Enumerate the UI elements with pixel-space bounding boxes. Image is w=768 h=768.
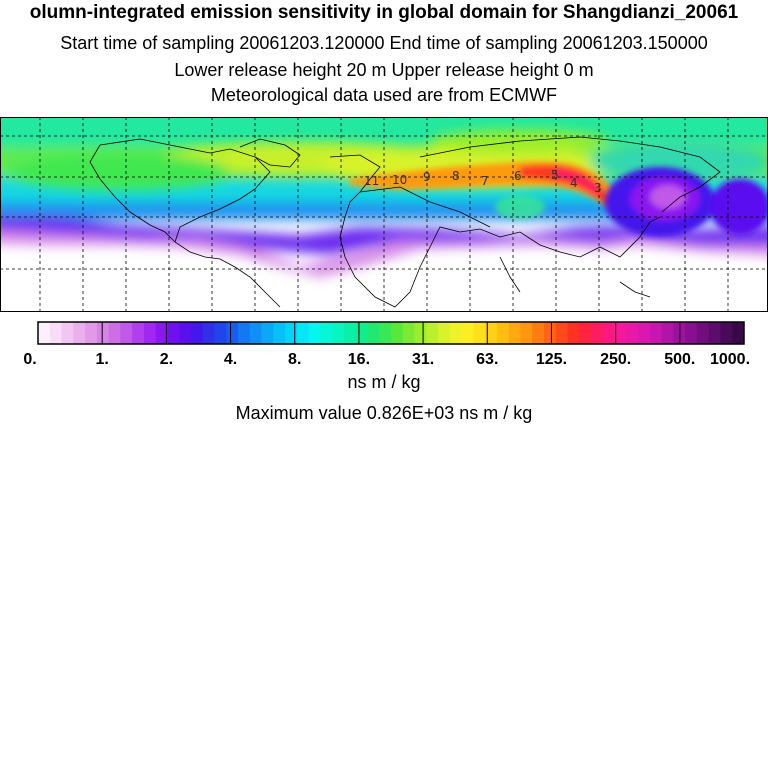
- colorbar-cell: [61, 322, 74, 344]
- track-label: 11: [364, 174, 379, 188]
- colorbar-cell: [614, 322, 627, 344]
- sensitivity-field: 11 10 9 8 7 6 5 4 3: [0, 117, 768, 312]
- coastline-overlay: [89, 136, 721, 308]
- colorbar-tick-label: 16.: [348, 351, 370, 368]
- track-label: 8: [452, 169, 460, 183]
- colorbar-cell: [179, 322, 192, 344]
- colorbar-cell: [108, 322, 121, 344]
- track-label: 3: [594, 181, 602, 195]
- colorbar-tick-label: 2.: [160, 351, 173, 368]
- colorbar-cell: [532, 322, 545, 344]
- colorbar-ticks: 0. 1. 2. 4. 8. 16. 31. 63. 125. 250. 500. 1000.: [23, 321, 750, 368]
- colorbar-cell: [461, 322, 474, 344]
- colorbar-cell: [273, 322, 286, 344]
- emission-sensitivity-map: 11 10 9 8 7 6 5 4 3: [0, 117, 768, 312]
- colorbar-cell: [402, 322, 415, 344]
- colorbar-cell: [591, 322, 604, 344]
- colorbar-cell: [543, 322, 557, 344]
- colorbar-cell: [308, 322, 321, 344]
- graticule: [0, 117, 768, 312]
- colorbar-cell: [202, 322, 215, 344]
- plot-title: olumn-integrated emission sensitivity in…: [29, 2, 739, 23]
- colorbar-tick-label: 63.: [476, 351, 498, 368]
- met-data-line: Meteorological data used are from ECMWF: [210, 85, 558, 105]
- colorbar-cell: [649, 322, 663, 344]
- colorbar-cell: [155, 322, 168, 344]
- colorbar-cell: [685, 322, 698, 344]
- colorbar-cell: [708, 322, 721, 344]
- colorbar-tick-label: 1.: [96, 351, 109, 368]
- colorbar-cell: [426, 322, 439, 344]
- colorbar-cell: [73, 322, 86, 344]
- colorbar-cell: [226, 322, 239, 344]
- colorbar-cell: [391, 322, 404, 344]
- colorbar-cell: [214, 322, 227, 344]
- colorbar-cell: [343, 322, 357, 344]
- maximum-value-text: Maximum value 0.826E+03 ns m / kg: [235, 403, 533, 423]
- colorbar-cell: [85, 322, 98, 344]
- colorbar-cell: [579, 322, 592, 344]
- track-label: 7: [481, 174, 489, 188]
- colorbar-cell: [438, 322, 451, 344]
- colorbar-cell: [167, 322, 180, 344]
- colorbar-cell: [567, 322, 580, 344]
- colorbar-cell: [626, 322, 639, 344]
- colorbar-cell: [555, 322, 568, 344]
- colorbar-tick-label: 0.: [23, 351, 36, 368]
- colorbar-cell: [696, 322, 710, 344]
- track-label: 6: [514, 169, 522, 183]
- colorbar-tick-label: 31.: [412, 351, 434, 368]
- colorbar-tick-label: 4.: [224, 351, 237, 368]
- colorbar-cell: [320, 322, 333, 344]
- colorbar-cell: [49, 322, 62, 344]
- colorbar-cell: [285, 322, 298, 344]
- colorbar-cell: [132, 322, 145, 344]
- colorbar-cell: [332, 322, 345, 344]
- colorbar-cells: [38, 322, 745, 344]
- colorbar-cell: [96, 322, 109, 344]
- colorbar-cell: [720, 322, 733, 344]
- colorbar-cell: [485, 322, 498, 344]
- colorbar-cell: [367, 322, 380, 344]
- colorbar-cell: [414, 322, 427, 344]
- track-label: 5: [551, 168, 559, 182]
- colorbar-cell: [249, 322, 262, 344]
- colorbar-frame: [37, 321, 745, 345]
- colorbar-cell: [143, 322, 157, 344]
- track-label: 10: [392, 173, 407, 187]
- colorbar-cell: [355, 322, 368, 344]
- colorbar-cell: [449, 322, 462, 344]
- colorbar-cell: [661, 322, 674, 344]
- sampling-time-line: Start time of sampling 20061203.120000 E…: [60, 33, 708, 53]
- colorbar-cell: [638, 322, 651, 344]
- colorbar-cell: [508, 322, 521, 344]
- track-label: 9: [423, 170, 431, 184]
- colorbar-cell: [496, 322, 510, 344]
- track-label: 4: [570, 176, 578, 190]
- colorbar-cell: [732, 322, 745, 344]
- colorbar-cell: [238, 322, 251, 344]
- colorbar-cell: [261, 322, 274, 344]
- colorbar-cell: [190, 322, 204, 344]
- colorbar: 0. 1. 2. 4. 8. 16. 31. 63. 125. 250. 500. 1000.: [23, 321, 750, 368]
- colorbar-tick-label: 250.: [600, 351, 631, 368]
- colorbar-cell: [38, 322, 51, 344]
- colorbar-tick-label: 8.: [288, 351, 301, 368]
- colorbar-cell: [296, 322, 310, 344]
- colorbar-cell: [602, 322, 615, 344]
- colorbar-cell: [120, 322, 133, 344]
- release-height-line: Lower release height 20 m Upper release …: [174, 60, 594, 80]
- colorbar-units: ns m / kg: [347, 372, 421, 392]
- colorbar-tick-label: 1000.: [710, 351, 750, 368]
- colorbar-tick-label: 500.: [664, 351, 695, 368]
- colorbar-tick-label: 125.: [536, 351, 567, 368]
- colorbar-cell: [473, 322, 486, 344]
- colorbar-cell: [379, 322, 392, 344]
- colorbar-cell: [520, 322, 533, 344]
